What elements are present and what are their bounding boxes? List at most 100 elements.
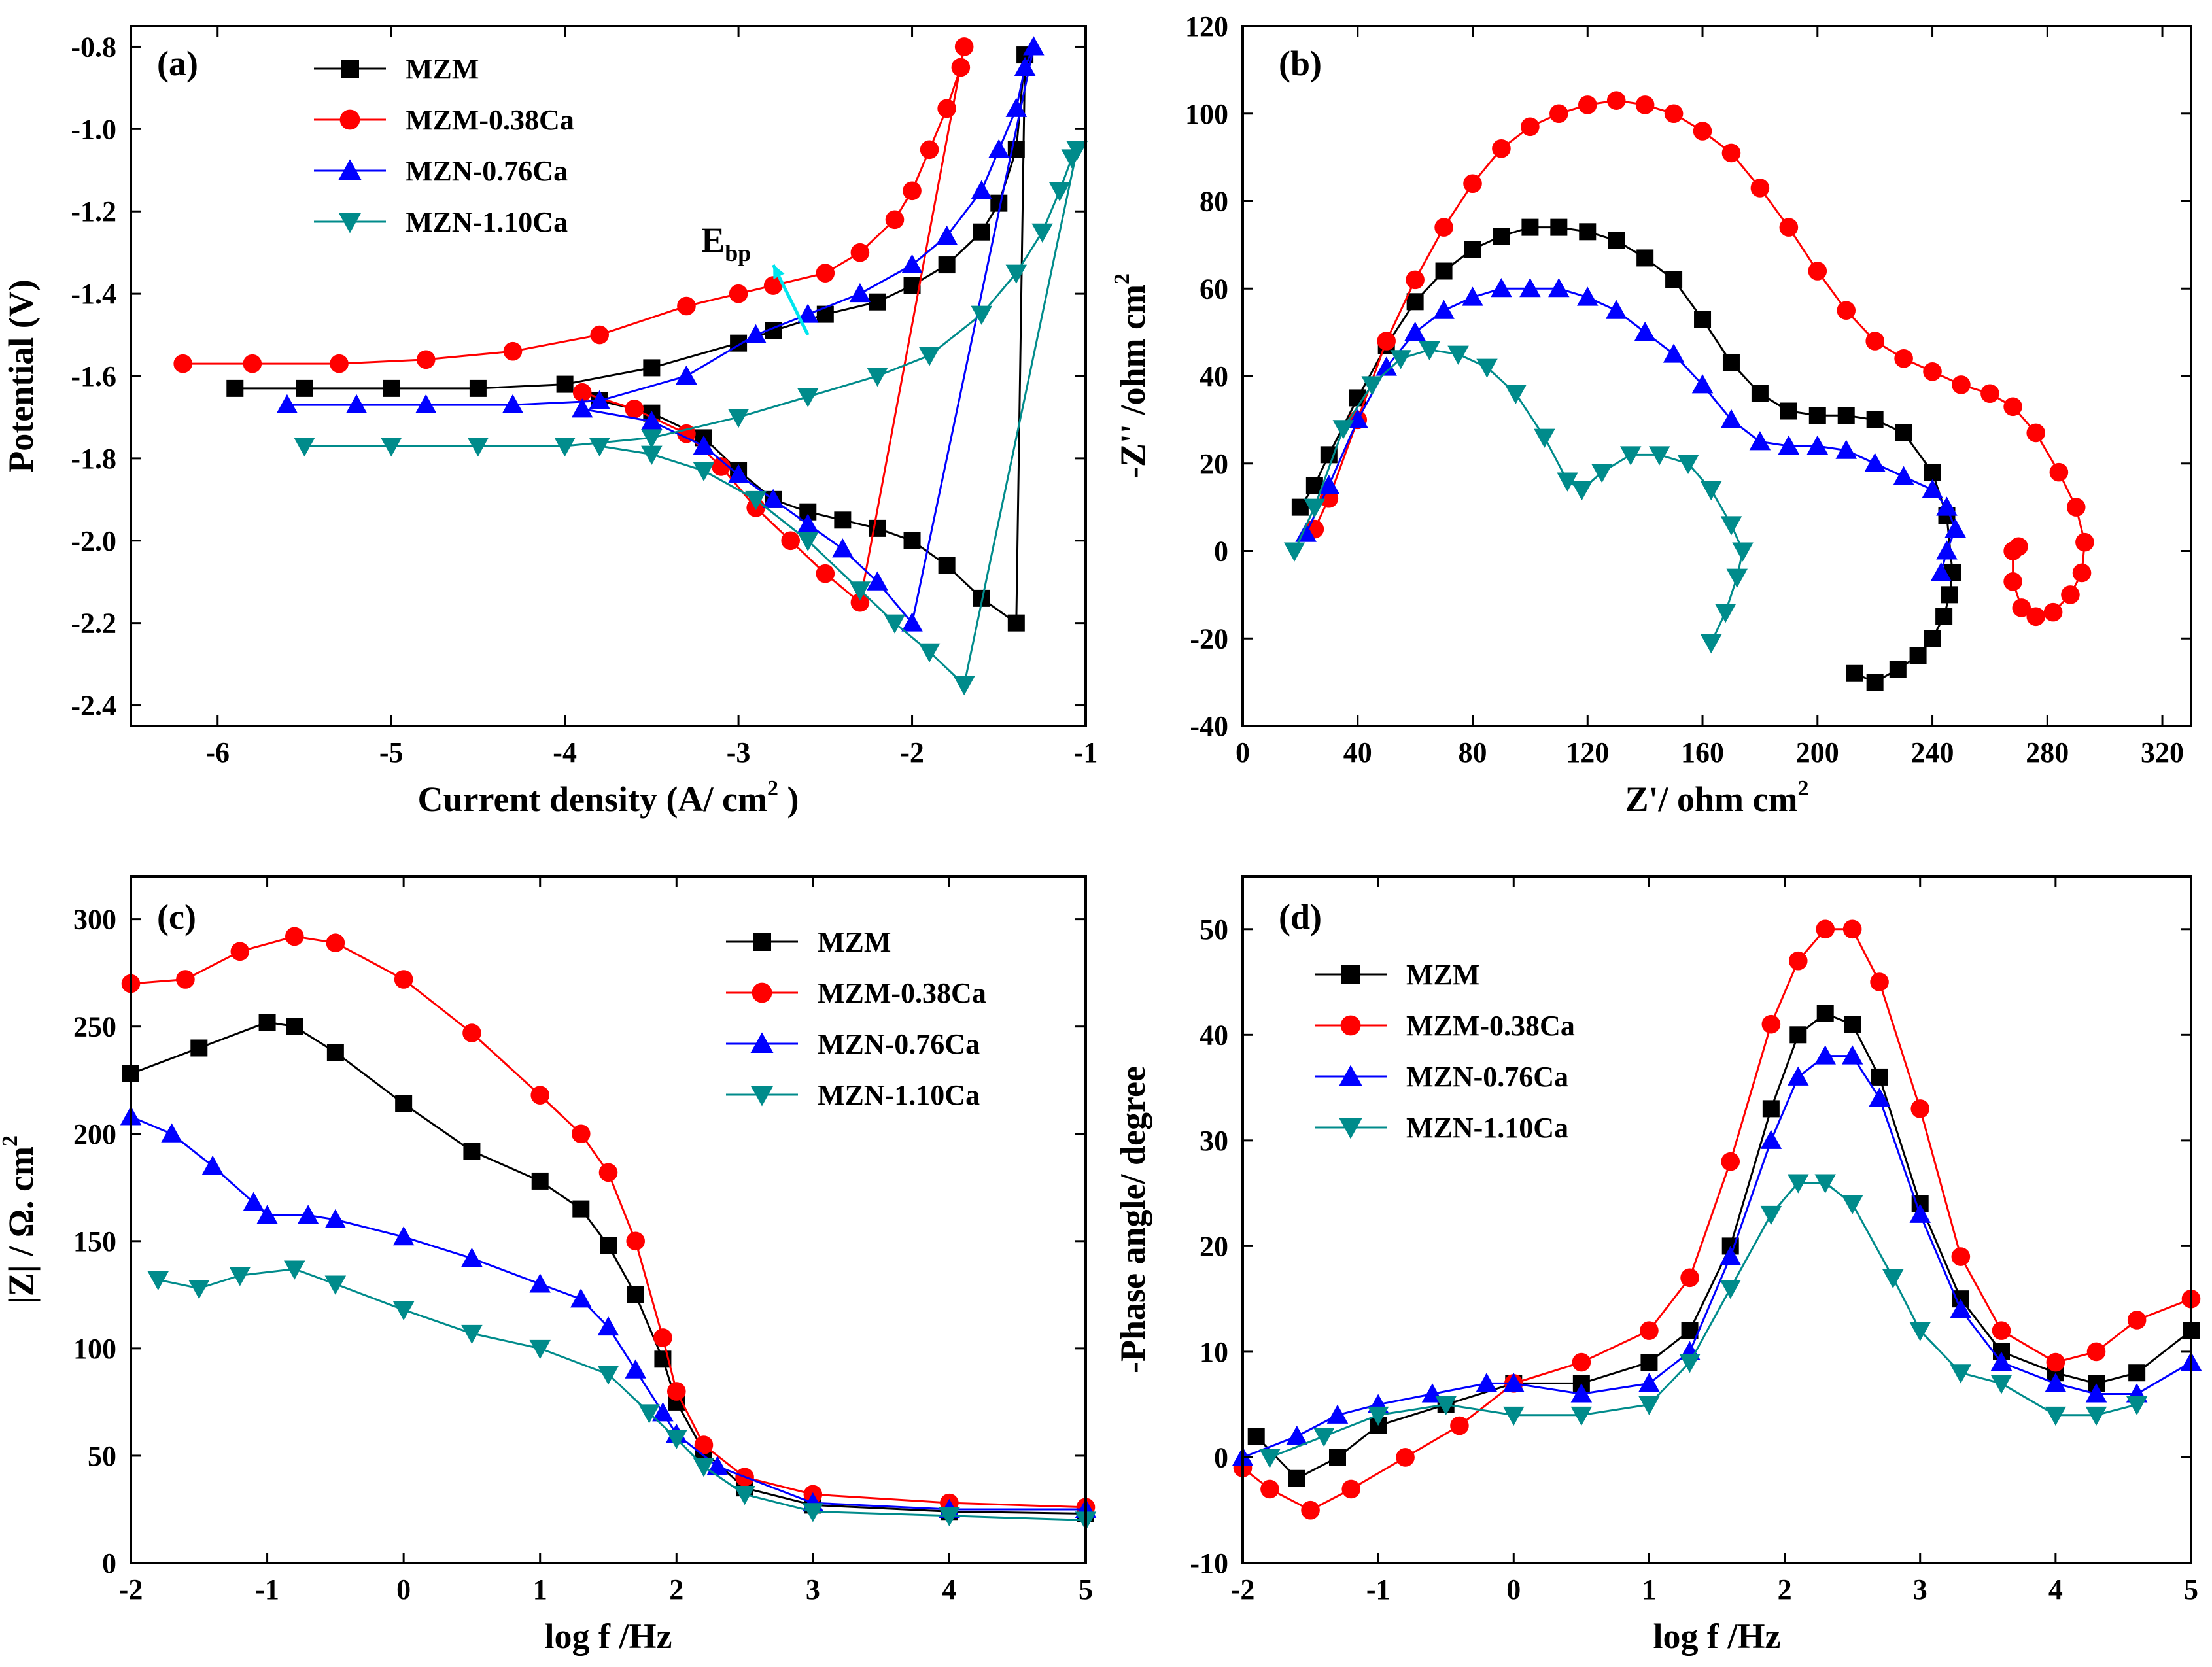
data-point-MZN-1.10Ca (294, 438, 315, 457)
data-point-MZN-1.10Ca (1419, 341, 1440, 361)
y-tick-label: -1.8 (71, 443, 116, 475)
data-point-MZN-0.76Ca (1433, 300, 1455, 319)
y-tick-label: 150 (73, 1226, 116, 1258)
data-point-MZN-1.10Ca (797, 532, 819, 552)
data-point-MZN-0.76Ca (1286, 1425, 1308, 1445)
data-point-MZN-0.76Ca (1347, 409, 1369, 428)
data-point-MZM-0.38Ca (1980, 384, 1999, 404)
data-point-MZM-0.38Ca (666, 1382, 686, 1401)
y-tick-label: 250 (73, 1011, 116, 1043)
data-point-MZM-0.38Ca (1549, 104, 1568, 124)
data-point-MZM-0.38Ca (2066, 498, 2086, 517)
legend: MZM MZM-0.38Ca MZN-0.76Ca MZN-1.10Ca (726, 926, 986, 1111)
data-point-MZN-1.10Ca (953, 676, 975, 696)
y-axis-title: -Phase angle/ degree (1113, 1066, 1152, 1373)
data-point-MZN-1.10Ca (727, 408, 750, 428)
x-tick-label: 2 (1778, 1573, 1792, 1606)
x-tick-label: -4 (553, 736, 577, 768)
data-point-MZM-0.38Ca (1434, 218, 1453, 237)
data-point-MZN-0.76Ca (161, 1123, 182, 1143)
data-point-MZN-1.10Ca (641, 445, 663, 465)
data-point-MZN-0.76Ca (589, 390, 610, 409)
data-point-MZM-0.38Ca (694, 1435, 714, 1454)
data-point-MZM-0.38Ca (2061, 585, 2080, 604)
data-point-MZN-1.10Ca (380, 438, 402, 457)
data-point-MZN-0.76Ca (625, 1359, 646, 1379)
data-point-MZM-0.38Ca (1992, 1321, 2011, 1340)
data-point-MZM (1493, 228, 1510, 245)
data-point-MZN-1.10Ca (1950, 1364, 1972, 1384)
data-point-MZN-1.10Ca (1638, 1396, 1660, 1415)
y-tick-label: 40 (1200, 360, 1228, 392)
legend-label-MZN-1.10Ca: MZN-1.10Ca (406, 206, 568, 238)
data-point-MZN-0.76Ca (1806, 435, 1829, 455)
data-point-MZM-0.38Ca (503, 341, 523, 361)
y-tick-label: 60 (1200, 273, 1228, 305)
data-point-MZN-1.10Ca (2126, 1396, 2148, 1415)
data-point-MZN-0.76Ca (1841, 1045, 1863, 1065)
data-point-MZM-0.38Ca (1952, 375, 1971, 394)
data-point-MZN-0.76Ca (1326, 1404, 1349, 1424)
data-point-MZN-1.10Ca (392, 1301, 415, 1321)
x-tick-label: -2 (1231, 1573, 1255, 1606)
y-axis-title: |Z| / Ω. cm2 (0, 1135, 41, 1304)
x-axis-title-end: ) (778, 780, 799, 819)
annotation-label: Ebp (701, 220, 751, 266)
annotation-arrowhead (773, 265, 785, 280)
x-tick-label: 4 (2048, 1573, 2063, 1606)
data-point-MZM-0.38Ca (1260, 1479, 1279, 1499)
data-point-MZN-1.10Ca (1005, 264, 1028, 284)
x-tick-label: 5 (2184, 1573, 2198, 1606)
data-point-MZM (1846, 664, 1863, 682)
y-tick-label: 100 (73, 1333, 116, 1365)
legend-label-MZN-0.76Ca: MZN-0.76Ca (406, 155, 568, 187)
data-point-MZN-0.76Ca (1404, 321, 1426, 341)
legend-marker-MZN-1.10Ca (338, 213, 362, 233)
series-MZN-0.76Ca (1232, 1045, 2202, 1466)
data-point-MZM (869, 293, 886, 311)
data-point-MZN-0.76Ca (392, 1226, 415, 1246)
data-point-MZM-0.38Ca (1606, 91, 1626, 110)
data-point-MZM (1247, 1428, 1265, 1445)
data-point-MZN-1.10Ca (1390, 350, 1411, 369)
data-point-MZN-0.76Ca (461, 1247, 483, 1267)
x-tick-label: -1 (1074, 736, 1098, 768)
data-point-MZN-0.76Ca (1720, 409, 1742, 428)
data-point-MZM-0.38Ca (625, 400, 644, 419)
y-tick-label: -1.4 (71, 278, 116, 310)
data-point-MZM (1924, 630, 1941, 647)
data-point-MZM (1636, 249, 1654, 267)
series-line-MZM-0.38Ca (130, 935, 1086, 1509)
data-point-MZN-0.76Ca (1893, 466, 1914, 485)
data-point-MZN-0.76Ca (1788, 1066, 1809, 1086)
data-point-MZM-0.38Ca (1910, 1099, 1930, 1118)
legend: MZM MZM-0.38Ca MZN-0.76Ca MZN-1.10Ca (1315, 959, 1575, 1144)
y-tick-label: -20 (1190, 623, 1228, 655)
data-point-MZN-1.10Ca (1570, 1406, 1593, 1426)
annotation-arrow (771, 264, 810, 336)
data-point-MZM (296, 379, 313, 397)
data-point-MZN-1.10Ca (1700, 481, 1722, 501)
data-point-MZM-0.38Ca (1870, 972, 1889, 991)
data-point-MZM (1941, 586, 1958, 604)
data-point-MZM-0.38Ca (1406, 270, 1425, 290)
data-point-MZN-0.76Ca (1864, 453, 1886, 472)
legend-marker-MZM-0.38Ca (1340, 1015, 1361, 1036)
data-point-MZN-1.10Ca (147, 1271, 169, 1291)
data-point-MZN-0.76Ca (415, 394, 437, 414)
data-point-MZN-1.10Ca (1361, 376, 1383, 396)
data-point-MZM-0.38Ca (176, 970, 195, 989)
data-point-MZN-0.76Ca (1548, 278, 1570, 298)
y-axis-title-sup: 2 (1110, 273, 1134, 284)
series-line-MZN-0.76Ca (286, 46, 1035, 625)
data-point-MZN-1.10Ca (693, 462, 715, 482)
y-tick-label: 30 (1200, 1125, 1228, 1157)
x-tick-label: -1 (1366, 1573, 1391, 1606)
data-point-MZM (1889, 661, 1907, 678)
data-point-MZM (1762, 1100, 1780, 1118)
data-point-MZM-0.38Ca (1788, 951, 1808, 971)
data-point-MZN-1.10Ca (797, 388, 819, 407)
data-point-MZM-0.38Ca (1816, 919, 1835, 939)
series-line-MZN-0.76Ca (1305, 287, 1957, 574)
data-point-MZM (1640, 1354, 1658, 1371)
